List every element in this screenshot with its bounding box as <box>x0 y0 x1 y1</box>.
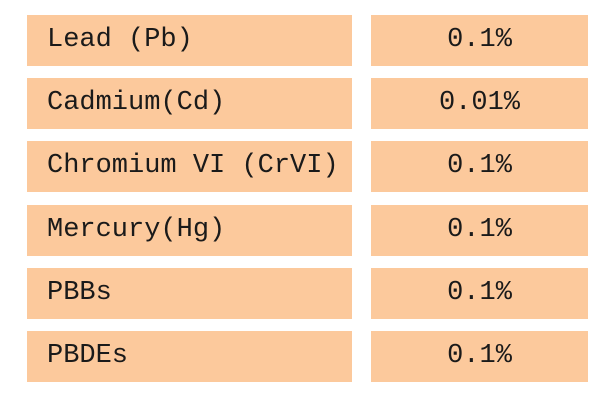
substance-name: PBDEs <box>27 331 352 382</box>
substance-limit: 0.1% <box>371 205 588 256</box>
substance-name: Mercury(Hg) <box>27 205 352 256</box>
substance-limit: 0.01% <box>371 78 588 129</box>
substance-name: Cadmium(Cd) <box>27 78 352 129</box>
substance-name: Lead (Pb) <box>27 15 352 66</box>
substance-limit: 0.1% <box>371 331 588 382</box>
substance-limit: 0.1% <box>371 268 588 319</box>
substance-limit: 0.1% <box>371 15 588 66</box>
substance-name: PBBs <box>27 268 352 319</box>
substance-limit: 0.1% <box>371 141 588 192</box>
substance-name: Chromium VI (CrVI) <box>27 141 352 192</box>
